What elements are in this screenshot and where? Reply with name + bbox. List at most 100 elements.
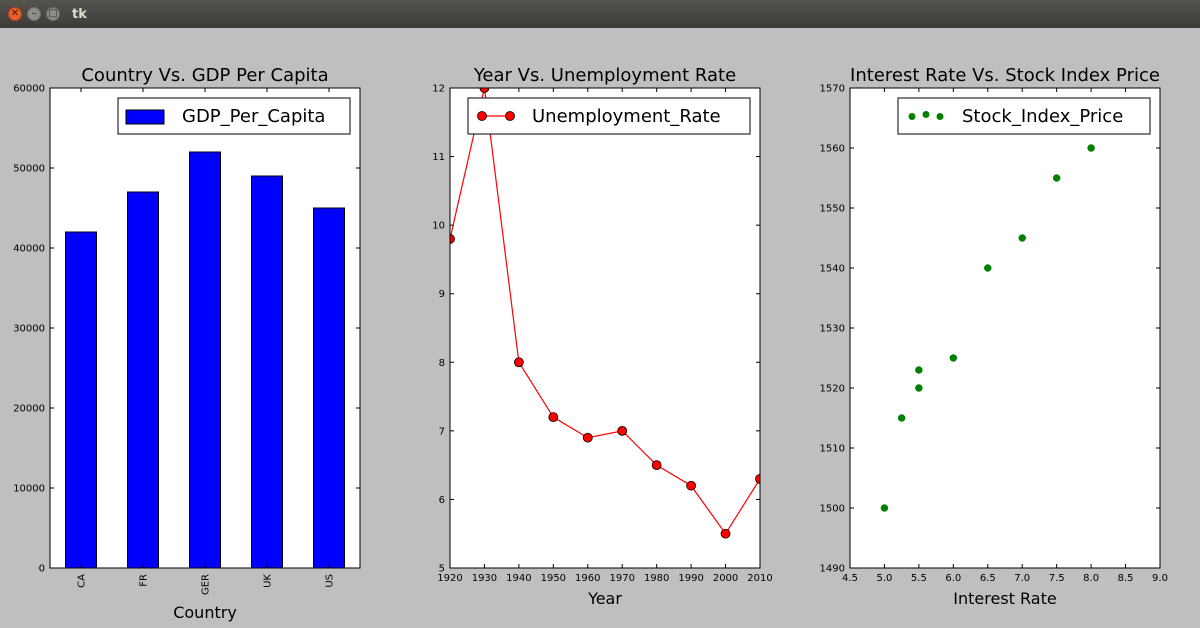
x-tick-label: 2010 xyxy=(747,573,772,584)
x-tick-label: 5.5 xyxy=(911,573,927,584)
y-tick-label: 1570 xyxy=(820,84,845,95)
x-axis-label: Country xyxy=(173,603,237,622)
x-tick-label: US xyxy=(325,574,336,588)
x-tick-label: 4.5 xyxy=(842,573,858,584)
maximize-icon: □ xyxy=(48,8,58,19)
scatter-point xyxy=(897,414,906,422)
chart-title: Year Vs. Unemployment Rate xyxy=(473,65,736,86)
y-tick-label: 1510 xyxy=(820,444,845,455)
y-tick-label: 20000 xyxy=(13,404,45,415)
legend-label: GDP_Per_Capita xyxy=(182,106,325,127)
x-tick-label: 8.0 xyxy=(1083,573,1099,584)
legend-label: Stock_Index_Price xyxy=(962,106,1123,127)
bar-CA xyxy=(65,231,97,569)
data-layer xyxy=(880,144,1095,512)
data-point-1990 xyxy=(686,480,697,491)
plot-frame xyxy=(849,87,1161,569)
data-point-1920 xyxy=(450,233,455,244)
chart-3: Interest Rate Vs. Stock Index Price 1490 1… xyxy=(820,65,1168,608)
x-tick-label: 8.5 xyxy=(1118,573,1134,584)
bar-GER xyxy=(189,151,221,569)
chart-2: Year Vs. Unemployment Rate 5 6 7 8 9 10 11 12 192… xyxy=(432,65,772,608)
scatter-point xyxy=(915,366,923,374)
legend: Stock_Index_Price xyxy=(897,97,1151,135)
x-tick-label: 7.0 xyxy=(1014,573,1030,584)
x-tick-label: 1920 xyxy=(437,573,462,584)
data-point-1970 xyxy=(617,425,628,436)
x-tick-label: GER xyxy=(201,574,212,595)
x-tick-label: 7.5 xyxy=(1049,573,1065,584)
data-point-1930 xyxy=(479,88,490,93)
plot-area xyxy=(850,88,1160,568)
scatter-point xyxy=(1052,174,1061,182)
legend-marker xyxy=(922,111,930,118)
bar-UK xyxy=(251,175,283,569)
scatter-point xyxy=(1087,144,1095,152)
data-point-1950 xyxy=(548,412,559,423)
legend-label: Unemployment_Rate xyxy=(532,106,721,127)
y-tick-label: 1500 xyxy=(820,504,845,515)
scatter-point xyxy=(880,504,889,512)
x-tick-label: 1990 xyxy=(678,573,703,584)
y-tick-label: 50000 xyxy=(13,164,45,175)
legend-marker xyxy=(936,113,944,120)
x-tick-label: 6.0 xyxy=(945,573,961,584)
data-point-1940 xyxy=(513,357,524,368)
y-tick-label: 1540 xyxy=(820,264,845,275)
bar-US xyxy=(313,207,345,569)
plot-area xyxy=(450,88,760,568)
data-point-1960 xyxy=(582,432,593,443)
y-tick-label: 10000 xyxy=(13,484,45,495)
y-tick-label: 1560 xyxy=(820,144,845,155)
y-tick-label: 0 xyxy=(39,564,45,575)
legend-frame xyxy=(467,97,751,135)
x-tick-label: 1960 xyxy=(575,573,600,584)
legend-marker-left xyxy=(477,111,487,121)
figure-canvas: Country Vs. GDP Per Capita 0 10000 20000 300… xyxy=(13,65,1168,622)
window-maximize-button[interactable]: □ xyxy=(46,7,60,21)
y-tick-label: 1490 xyxy=(820,564,845,575)
y-tick-label: 1530 xyxy=(820,324,845,335)
y-tick-label: 7 xyxy=(439,426,445,437)
data-point-1980 xyxy=(651,460,662,471)
y-tick-label: 11 xyxy=(432,152,445,163)
legend-swatch xyxy=(125,109,165,125)
y-tick-label: 30000 xyxy=(13,324,45,335)
bar-FR xyxy=(127,191,159,569)
x-tick-label: 9.0 xyxy=(1152,573,1168,584)
scatter-point xyxy=(949,354,958,362)
scatter-point xyxy=(1018,234,1026,242)
y-tick-label: 10 xyxy=(432,221,445,232)
x-tick-label: 2000 xyxy=(713,573,738,584)
window-minimize-button[interactable]: – xyxy=(27,7,41,21)
scatter-point xyxy=(915,384,923,392)
y-tick-label: 5 xyxy=(439,564,445,575)
plot-frame xyxy=(49,87,361,569)
minimize-icon: – xyxy=(31,8,37,19)
y-tick-label: 12 xyxy=(432,84,445,95)
window-titlebar: ✕ – □ tk xyxy=(0,0,1200,28)
x-tick-label: 6.5 xyxy=(980,573,996,584)
legend-marker xyxy=(908,113,916,120)
x-tick-label: 1930 xyxy=(472,573,497,584)
window-title: tk xyxy=(72,6,87,22)
chart-title: Country Vs. GDP Per Capita xyxy=(81,65,328,86)
chart-1: Country Vs. GDP Per Capita 0 10000 20000 300… xyxy=(13,65,361,622)
x-axis-label: Interest Rate xyxy=(953,589,1056,608)
y-tick-label: 8 xyxy=(439,358,445,369)
x-tick-label: 1950 xyxy=(541,573,566,584)
x-tick-label: 1980 xyxy=(644,573,669,584)
x-tick-label: UK xyxy=(263,574,274,588)
y-tick-label: 6 xyxy=(439,495,445,506)
x-tick-label: 1940 xyxy=(506,573,531,584)
y-tick-label: 9 xyxy=(439,289,445,300)
y-tick-label: 1520 xyxy=(820,384,845,395)
y-tick-label: 60000 xyxy=(13,84,45,95)
x-tick-label: CA xyxy=(77,574,88,588)
window-close-button[interactable]: ✕ xyxy=(8,7,22,21)
data-layer xyxy=(450,88,760,539)
x-tick-label: FR xyxy=(139,574,150,587)
plot-frame xyxy=(449,87,761,569)
scatter-point xyxy=(984,264,992,272)
data-point-2010 xyxy=(755,473,760,484)
